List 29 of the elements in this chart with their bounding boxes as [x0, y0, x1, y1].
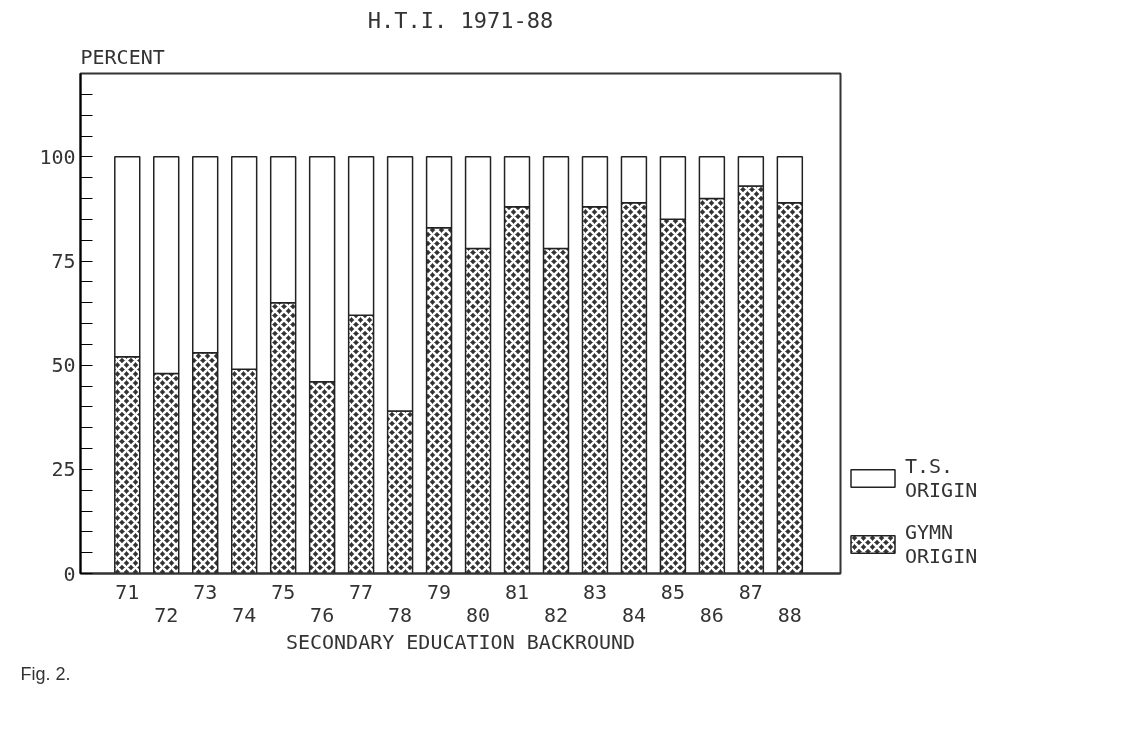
x-tick-label: 81 — [504, 579, 530, 604]
x-tick-label: 75 — [271, 579, 296, 604]
y-tick-label: 25 — [51, 457, 76, 482]
x-tick-label: 77 — [349, 579, 374, 604]
x-tick-label: 78 — [388, 602, 413, 627]
x-tick-label: 85 — [660, 579, 685, 604]
y-tick-label: 100 — [39, 144, 76, 169]
legend-label: GYMN ORIGIN — [905, 520, 978, 568]
y-tick-label: 75 — [51, 249, 76, 273]
x-tick-label: 80 — [466, 602, 491, 627]
x-tick-label: 84 — [621, 602, 646, 627]
y-tick-label: 50 — [51, 353, 76, 378]
x-tick-label: 83 — [582, 579, 608, 604]
x-tick-label: 72 — [154, 602, 179, 627]
x-tick-label: 86 — [699, 602, 724, 627]
x-tick-label: 76 — [310, 602, 335, 627]
x-tick-label: 71 — [115, 579, 140, 604]
legend-label: T.S. ORIGIN — [905, 454, 978, 502]
x-tick-label: 79 — [427, 579, 452, 604]
x-tick-label: 73 — [193, 579, 218, 604]
x-tick-label: 82 — [543, 602, 569, 627]
chart-title: H.T.I. 1971-88 — [367, 7, 554, 33]
y-tick-label: 0 — [63, 561, 76, 586]
x-tick-label: 87 — [738, 579, 763, 604]
caption: Fig. 2. — [20, 663, 71, 684]
y-axis-title: PERCENT — [80, 44, 165, 69]
x-tick-label: 88 — [777, 602, 802, 627]
x-axis-title: SECONDARY EDUCATION BACKROUND — [285, 629, 636, 654]
x-tick-label: 74 — [232, 602, 257, 627]
